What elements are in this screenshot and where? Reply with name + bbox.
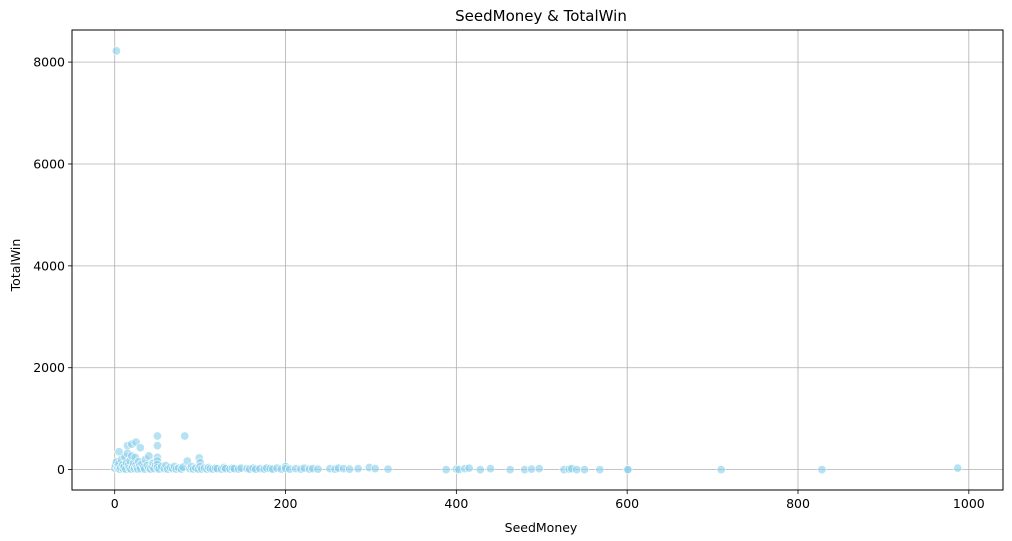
data-point [180,431,190,441]
data-point [505,465,515,475]
data-point [135,443,145,453]
x-tick-label: 200 [274,496,298,511]
y-tick-label: 8000 [33,55,65,70]
data-point [152,441,162,451]
data-point [953,463,963,473]
chart-title: SeedMoney & TotalWin [455,7,627,25]
x-tick-label: 400 [444,496,468,511]
data-point [486,464,496,474]
data-point [817,465,827,475]
data-point [572,465,582,475]
data-point [152,431,162,441]
y-axis-title: TotalWin [8,239,23,293]
x-tick-label: 600 [615,496,639,511]
y-tick-label: 0 [57,462,65,477]
data-points [110,46,963,475]
x-tick-label: 0 [111,496,119,511]
data-point [111,46,121,56]
data-point [716,465,726,475]
data-point [475,465,485,475]
data-point [383,464,393,474]
y-tick-label: 2000 [33,360,65,375]
data-point [353,464,363,474]
data-point [464,463,474,473]
axis-ticks: 0 200 400 600 800 1000 0 2000 4000 6000 8000 [33,55,985,511]
plot-frame [71,29,1004,491]
grid-lines [72,30,1003,490]
data-point [623,465,633,475]
x-axis-title: SeedMoney [505,520,578,535]
x-tick-label: 800 [786,496,810,511]
data-point [441,465,451,475]
data-point [313,464,323,474]
data-point [144,451,154,461]
x-tick-label: 1000 [953,496,985,511]
y-tick-label: 4000 [33,258,65,273]
data-point [595,465,605,475]
data-point [370,464,380,474]
data-point [579,465,589,475]
data-point [534,464,544,474]
y-tick-label: 6000 [33,156,65,171]
data-point [345,464,355,474]
data-point [527,464,537,474]
